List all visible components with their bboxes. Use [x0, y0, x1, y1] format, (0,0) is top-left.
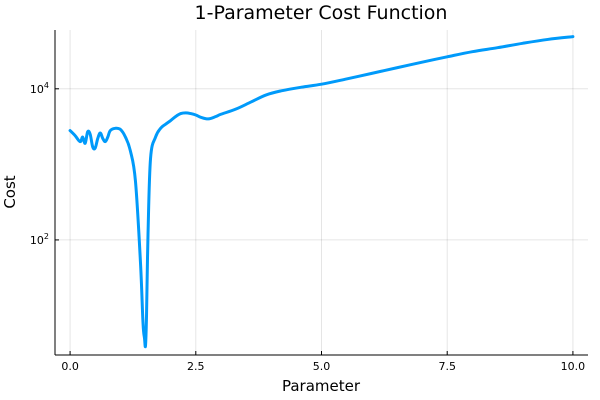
y-tick-label: 104: [30, 81, 49, 96]
tick-marks: [55, 88, 574, 355]
x-tick-label: 2.5: [187, 360, 205, 373]
series-line-0: [68, 35, 575, 349]
x-tick-label: 7.5: [438, 360, 456, 373]
x-axis-label: Parameter: [282, 377, 361, 395]
y-tick-label: 102: [30, 232, 49, 247]
y-tick-label-base: 10: [30, 83, 44, 96]
y-tick-label-exponent: 2: [44, 232, 49, 241]
series: [68, 35, 575, 349]
chart-title: 1-Parameter Cost Function: [195, 2, 448, 24]
x-tick-label: 0.0: [61, 360, 79, 373]
x-tick-label: 10.0: [561, 360, 586, 373]
x-tick-label: 5.0: [313, 360, 331, 373]
y-tick-label-exponent: 4: [44, 81, 49, 90]
y-tick-label-base: 10: [30, 234, 44, 247]
y-axis-label: Cost: [1, 175, 19, 208]
